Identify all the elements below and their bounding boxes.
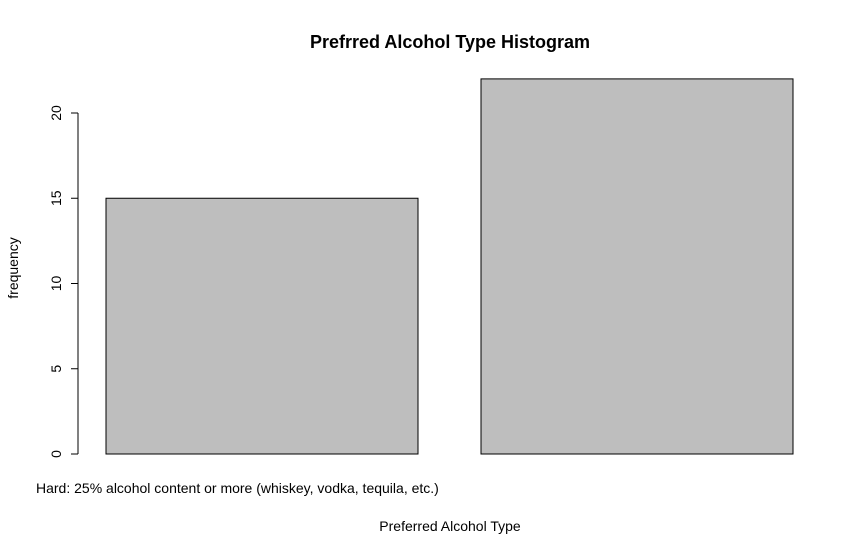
y-tick-label: 15 bbox=[48, 190, 64, 206]
bar-2 bbox=[480, 78, 794, 455]
y-tick-label: 5 bbox=[48, 365, 64, 373]
chart-title: Prefrred Alcohol Type Histogram bbox=[310, 32, 590, 52]
bars-group bbox=[105, 78, 794, 455]
x-axis-label: Preferred Alcohol Type bbox=[379, 518, 521, 534]
y-tick-label: 0 bbox=[48, 450, 64, 458]
y-axis-label: frequency bbox=[5, 237, 21, 298]
y-tick-label: 10 bbox=[48, 276, 64, 292]
bar-1 bbox=[105, 197, 419, 455]
y-tick-label: 20 bbox=[48, 105, 64, 121]
y-axis: 0 5 10 15 20 bbox=[48, 105, 79, 458]
annotation-text: Hard: 25% alcohol content or more (whisk… bbox=[36, 480, 439, 496]
